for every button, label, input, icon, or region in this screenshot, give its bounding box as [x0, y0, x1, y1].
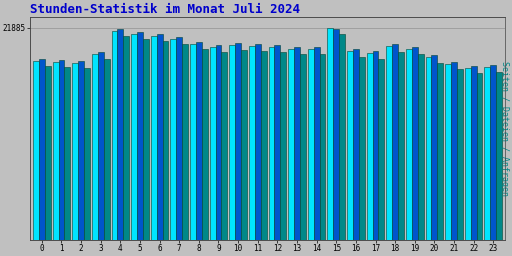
Bar [241, 50, 247, 240]
Bar [112, 30, 117, 240]
Bar [319, 54, 326, 240]
Bar [496, 72, 502, 240]
Bar [359, 57, 365, 240]
Bar [143, 39, 149, 240]
Bar [255, 44, 261, 240]
Bar [268, 47, 274, 240]
Bar [176, 37, 182, 240]
Bar [33, 61, 39, 240]
Bar [471, 66, 477, 240]
Bar [170, 39, 176, 240]
Bar [353, 49, 359, 240]
Bar [202, 49, 208, 240]
Bar [151, 36, 157, 240]
Bar [84, 68, 90, 240]
Bar [229, 45, 235, 240]
Bar [261, 51, 267, 240]
Bar [39, 59, 45, 240]
Bar [65, 67, 70, 240]
Bar [103, 59, 110, 240]
Bar [308, 49, 314, 240]
Bar [131, 34, 137, 240]
Bar [123, 36, 129, 240]
Bar [412, 47, 418, 240]
Bar [367, 53, 373, 240]
Bar [437, 62, 443, 240]
Bar [484, 67, 490, 240]
Bar [465, 68, 471, 240]
Bar [378, 59, 385, 240]
Bar [137, 33, 143, 240]
Bar [182, 44, 188, 240]
Bar [300, 54, 306, 240]
Bar [477, 73, 482, 240]
Bar [373, 51, 378, 240]
Bar [249, 46, 255, 240]
Bar [445, 63, 451, 240]
Bar [281, 52, 286, 240]
Bar [235, 43, 241, 240]
Bar [221, 52, 227, 240]
Bar [328, 28, 333, 240]
Bar [457, 69, 463, 240]
Bar [190, 44, 196, 240]
Bar [451, 61, 457, 240]
Bar [490, 66, 496, 240]
Bar [92, 54, 98, 240]
Bar [425, 57, 432, 240]
Bar [53, 61, 58, 240]
Bar [294, 47, 300, 240]
Bar [58, 60, 65, 240]
Text: Stunden-Statistik im Monat Juli 2024: Stunden-Statistik im Monat Juli 2024 [30, 3, 300, 16]
Bar [347, 51, 353, 240]
Bar [398, 52, 404, 240]
Bar [314, 47, 319, 240]
Bar [387, 46, 392, 240]
Bar [406, 49, 412, 240]
Y-axis label: Seiten / Dateien / Anfragen: Seiten / Dateien / Anfragen [500, 61, 509, 196]
Bar [339, 34, 345, 240]
Bar [274, 45, 281, 240]
Bar [72, 62, 78, 240]
Bar [392, 44, 398, 240]
Bar [333, 29, 339, 240]
Bar [432, 55, 437, 240]
Bar [117, 29, 123, 240]
Bar [209, 47, 216, 240]
Bar [162, 41, 168, 240]
Bar [196, 42, 202, 240]
Bar [157, 34, 162, 240]
Bar [45, 66, 51, 240]
Bar [418, 54, 423, 240]
Bar [78, 61, 84, 240]
Bar [98, 52, 103, 240]
Bar [288, 49, 294, 240]
Bar [216, 45, 221, 240]
